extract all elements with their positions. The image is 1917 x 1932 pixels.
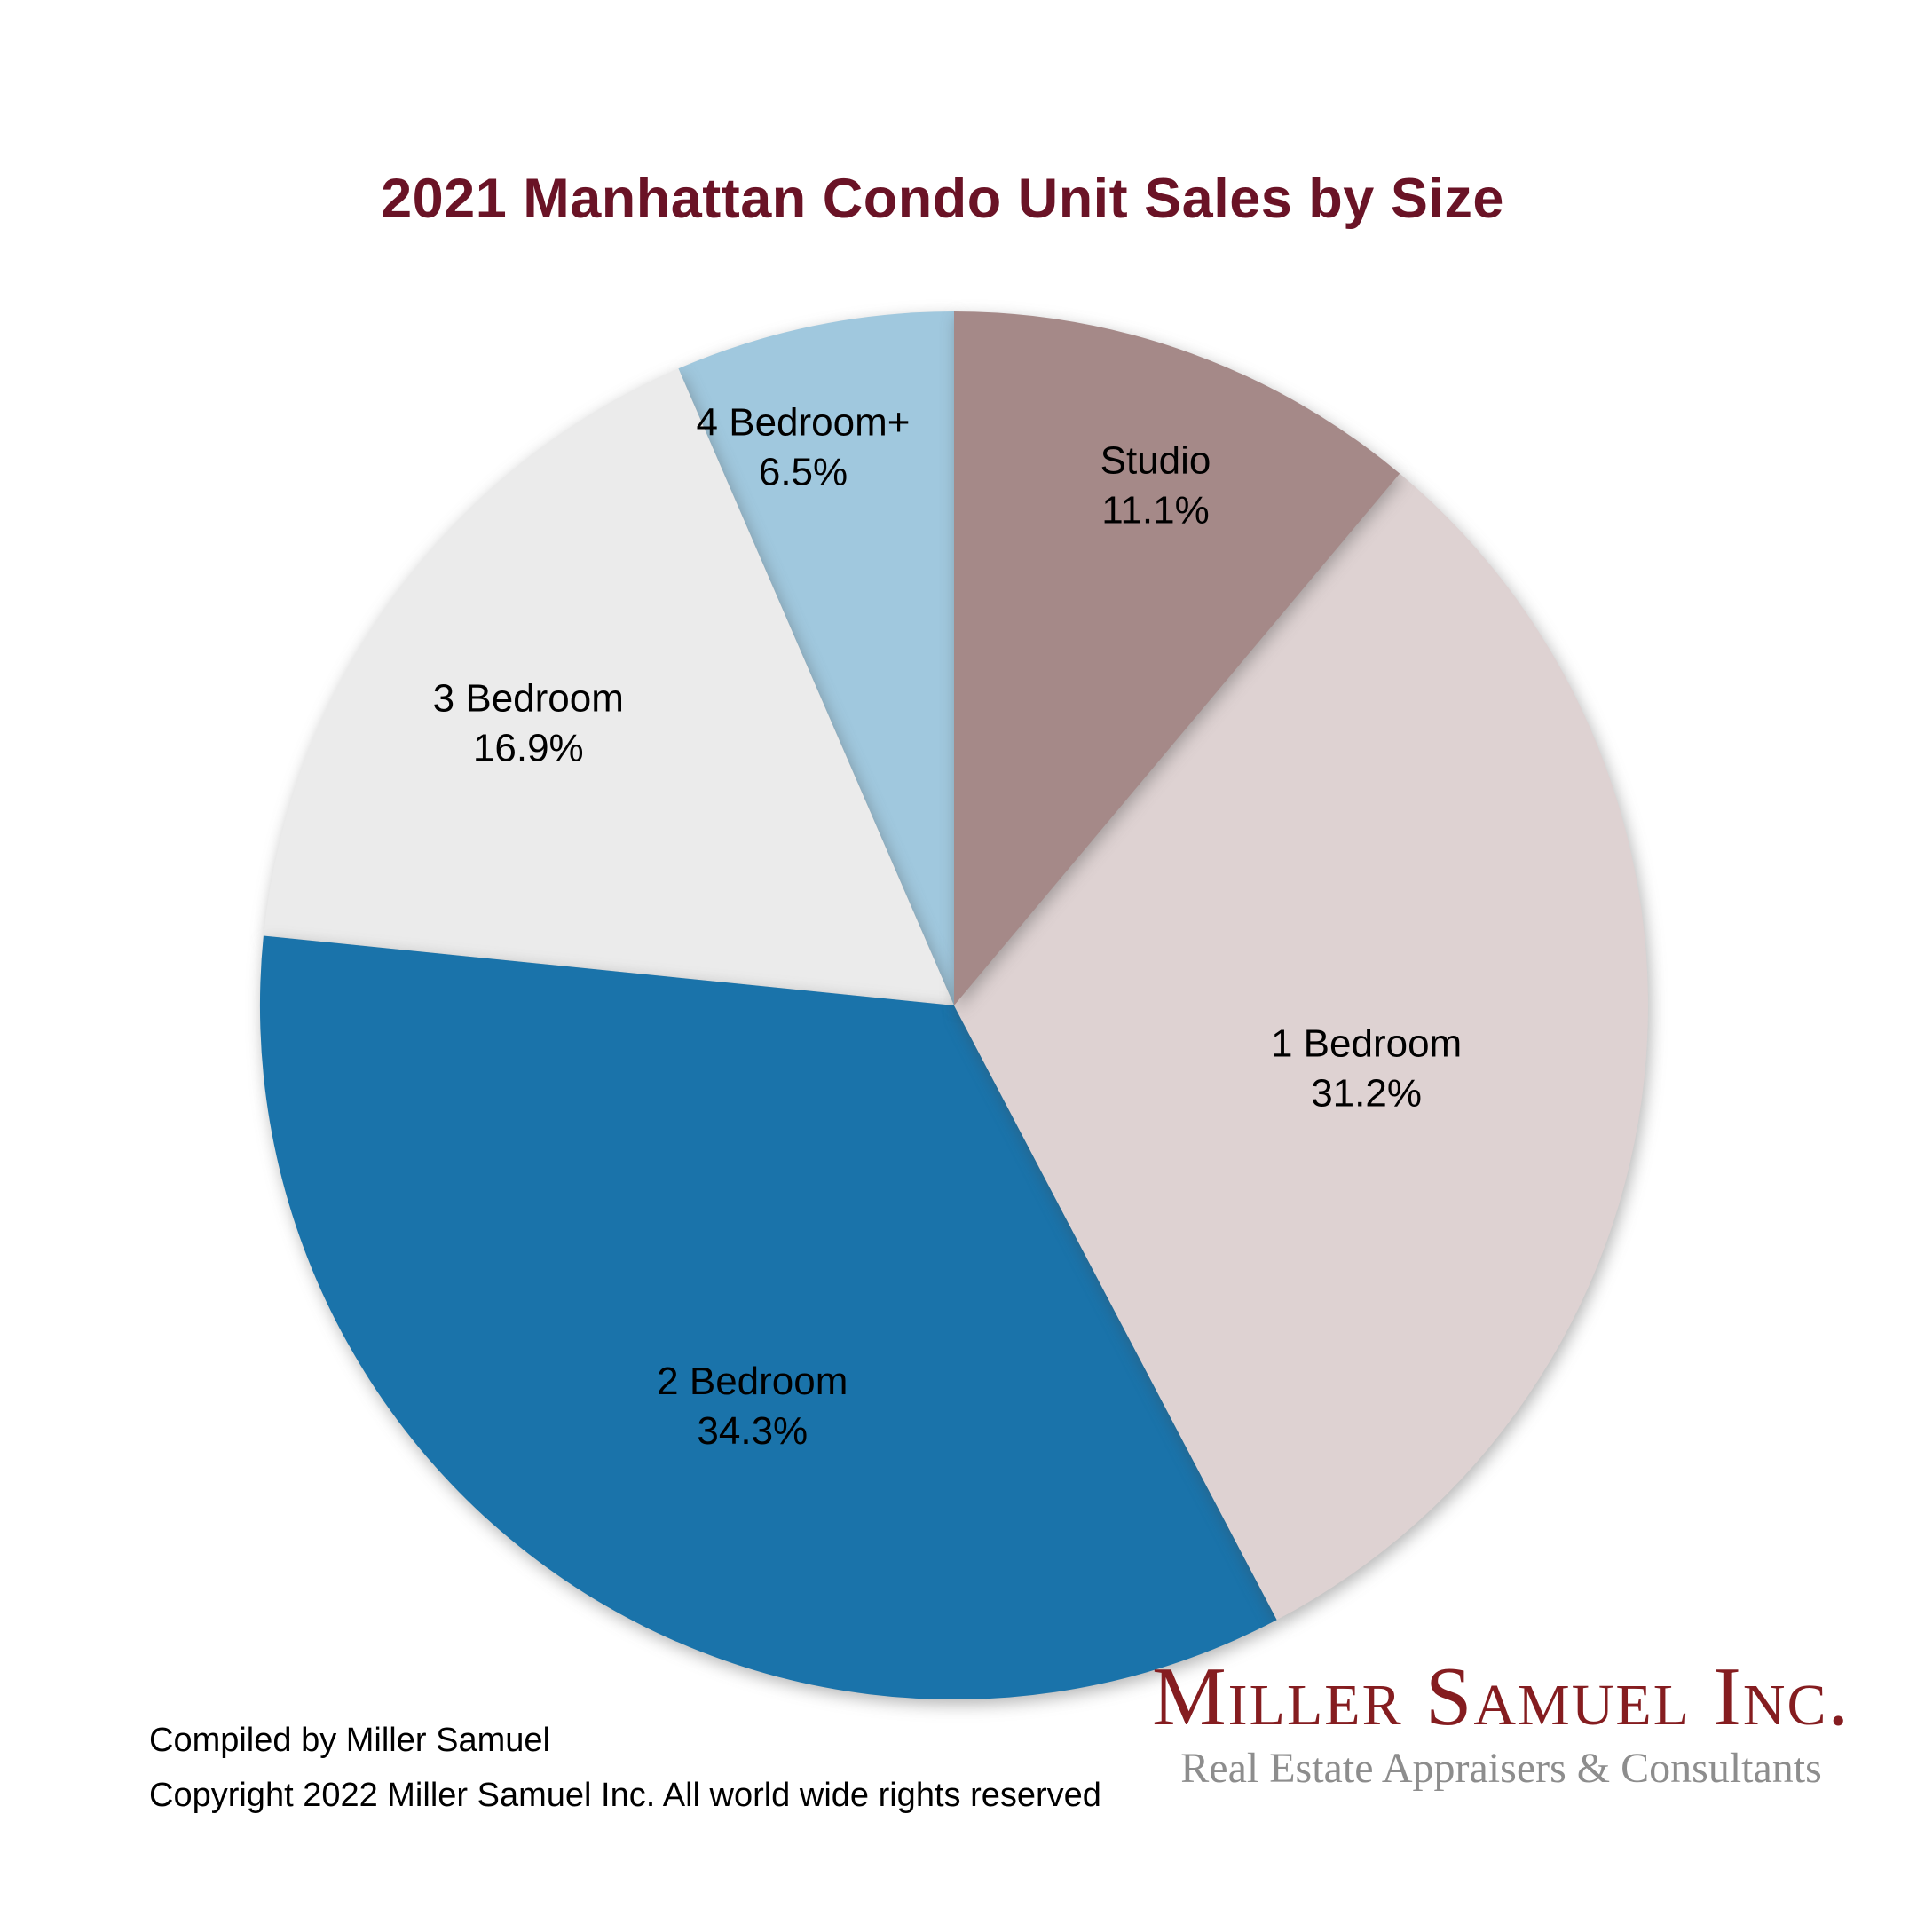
pie-label-2-bedroom: 2 Bedroom 34.3% [657,1360,848,1453]
company-logo: Miller Samuel Inc. Real Estate Appraiser… [1152,1652,1850,1793]
footer-compiled-credit: Compiled by Miller Samuel [149,1722,550,1759]
pie-slice-1-bedroom [954,473,1648,1621]
pie-chart: Studio 11.1% 1 Bedroom 31.2% 2 Bedroom 34.3% 3… [259,311,1648,1700]
logo-tagline: Real Estate Appraisers & Consultants [1180,1745,1822,1792]
footer-copyright-notice: Copyright 2022 Miller Samuel Inc. All wo… [149,1777,1101,1814]
chart-title: 2021 Manhattan Condo Unit Sales by Size [381,168,1504,231]
pie-slice-studio [954,311,1400,1005]
pie-slice-3-bedroom [263,368,954,1005]
pie-label-1-bedroom: 1 Bedroom 31.2% [1271,1021,1462,1115]
pie-slice-2-bedroom [259,935,1277,1700]
pie-slice-4-bedroom [678,311,954,1005]
pie-label-3-bedroom: 3 Bedroom 16.9% [433,676,624,769]
pie-label-4-bedroom: 4 Bedroom+ 6.5% [697,401,911,494]
logo-company-name: Miller Samuel Inc. [1152,1651,1850,1743]
pie-label-studio: Studio 11.1% [1100,439,1211,532]
